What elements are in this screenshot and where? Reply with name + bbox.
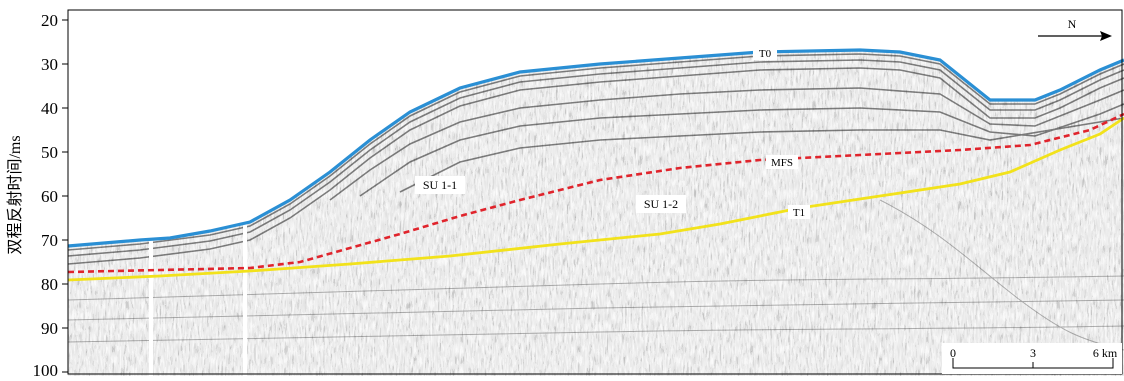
horizon-t1 [67,116,1124,282]
svg-text:SU 1-1: SU 1-1 [423,178,457,192]
y-tick-label: 70 [41,231,58,250]
trace-gap-2 [243,222,247,376]
svg-text:N: N [1068,17,1077,31]
north-arrow: N [1030,12,1116,46]
y-tick-label: 90 [41,319,58,338]
label-t1: T1 [788,205,810,219]
y-tick-labels: 20 30 40 50 60 70 80 90 100 [33,11,59,380]
plot-frame [67,9,1123,375]
y-tick-label: 30 [41,55,58,74]
svg-text:0: 0 [950,346,956,360]
reflector-bands [68,53,1124,265]
label-su11: SU 1-1 [415,176,465,194]
deep-reflector-texture [68,199,1124,351]
y-tick-label: 50 [41,143,58,162]
y-tick-label: 100 [33,361,59,376]
y-axis [62,19,68,373]
y-tick-label: 60 [41,187,58,206]
label-t0: T0 [753,46,777,60]
svg-text:6 km: 6 km [1093,346,1118,360]
arrow-right-icon [1100,31,1112,41]
y-tick-label: 80 [41,275,58,294]
svg-text:MFS: MFS [771,157,793,169]
horizon-t0 [67,48,1124,248]
svg-text:T0: T0 [759,48,772,60]
svg-text:SU 1-2: SU 1-2 [644,197,678,211]
scale-bar: 0 3 6 km [942,343,1122,374]
trace-gap-1 [149,236,153,376]
y-tick-label: 40 [41,99,58,118]
horizon-mfs [67,112,1124,274]
y-tick-label: 20 [41,11,58,30]
svg-text:3: 3 [1030,346,1036,360]
label-mfs: MFS [766,155,798,169]
seismic-section [68,50,1124,376]
label-su12: SU 1-2 [636,195,686,213]
y-axis-title: 双程反射时间/ms [6,135,24,254]
svg-text:T1: T1 [793,207,805,219]
